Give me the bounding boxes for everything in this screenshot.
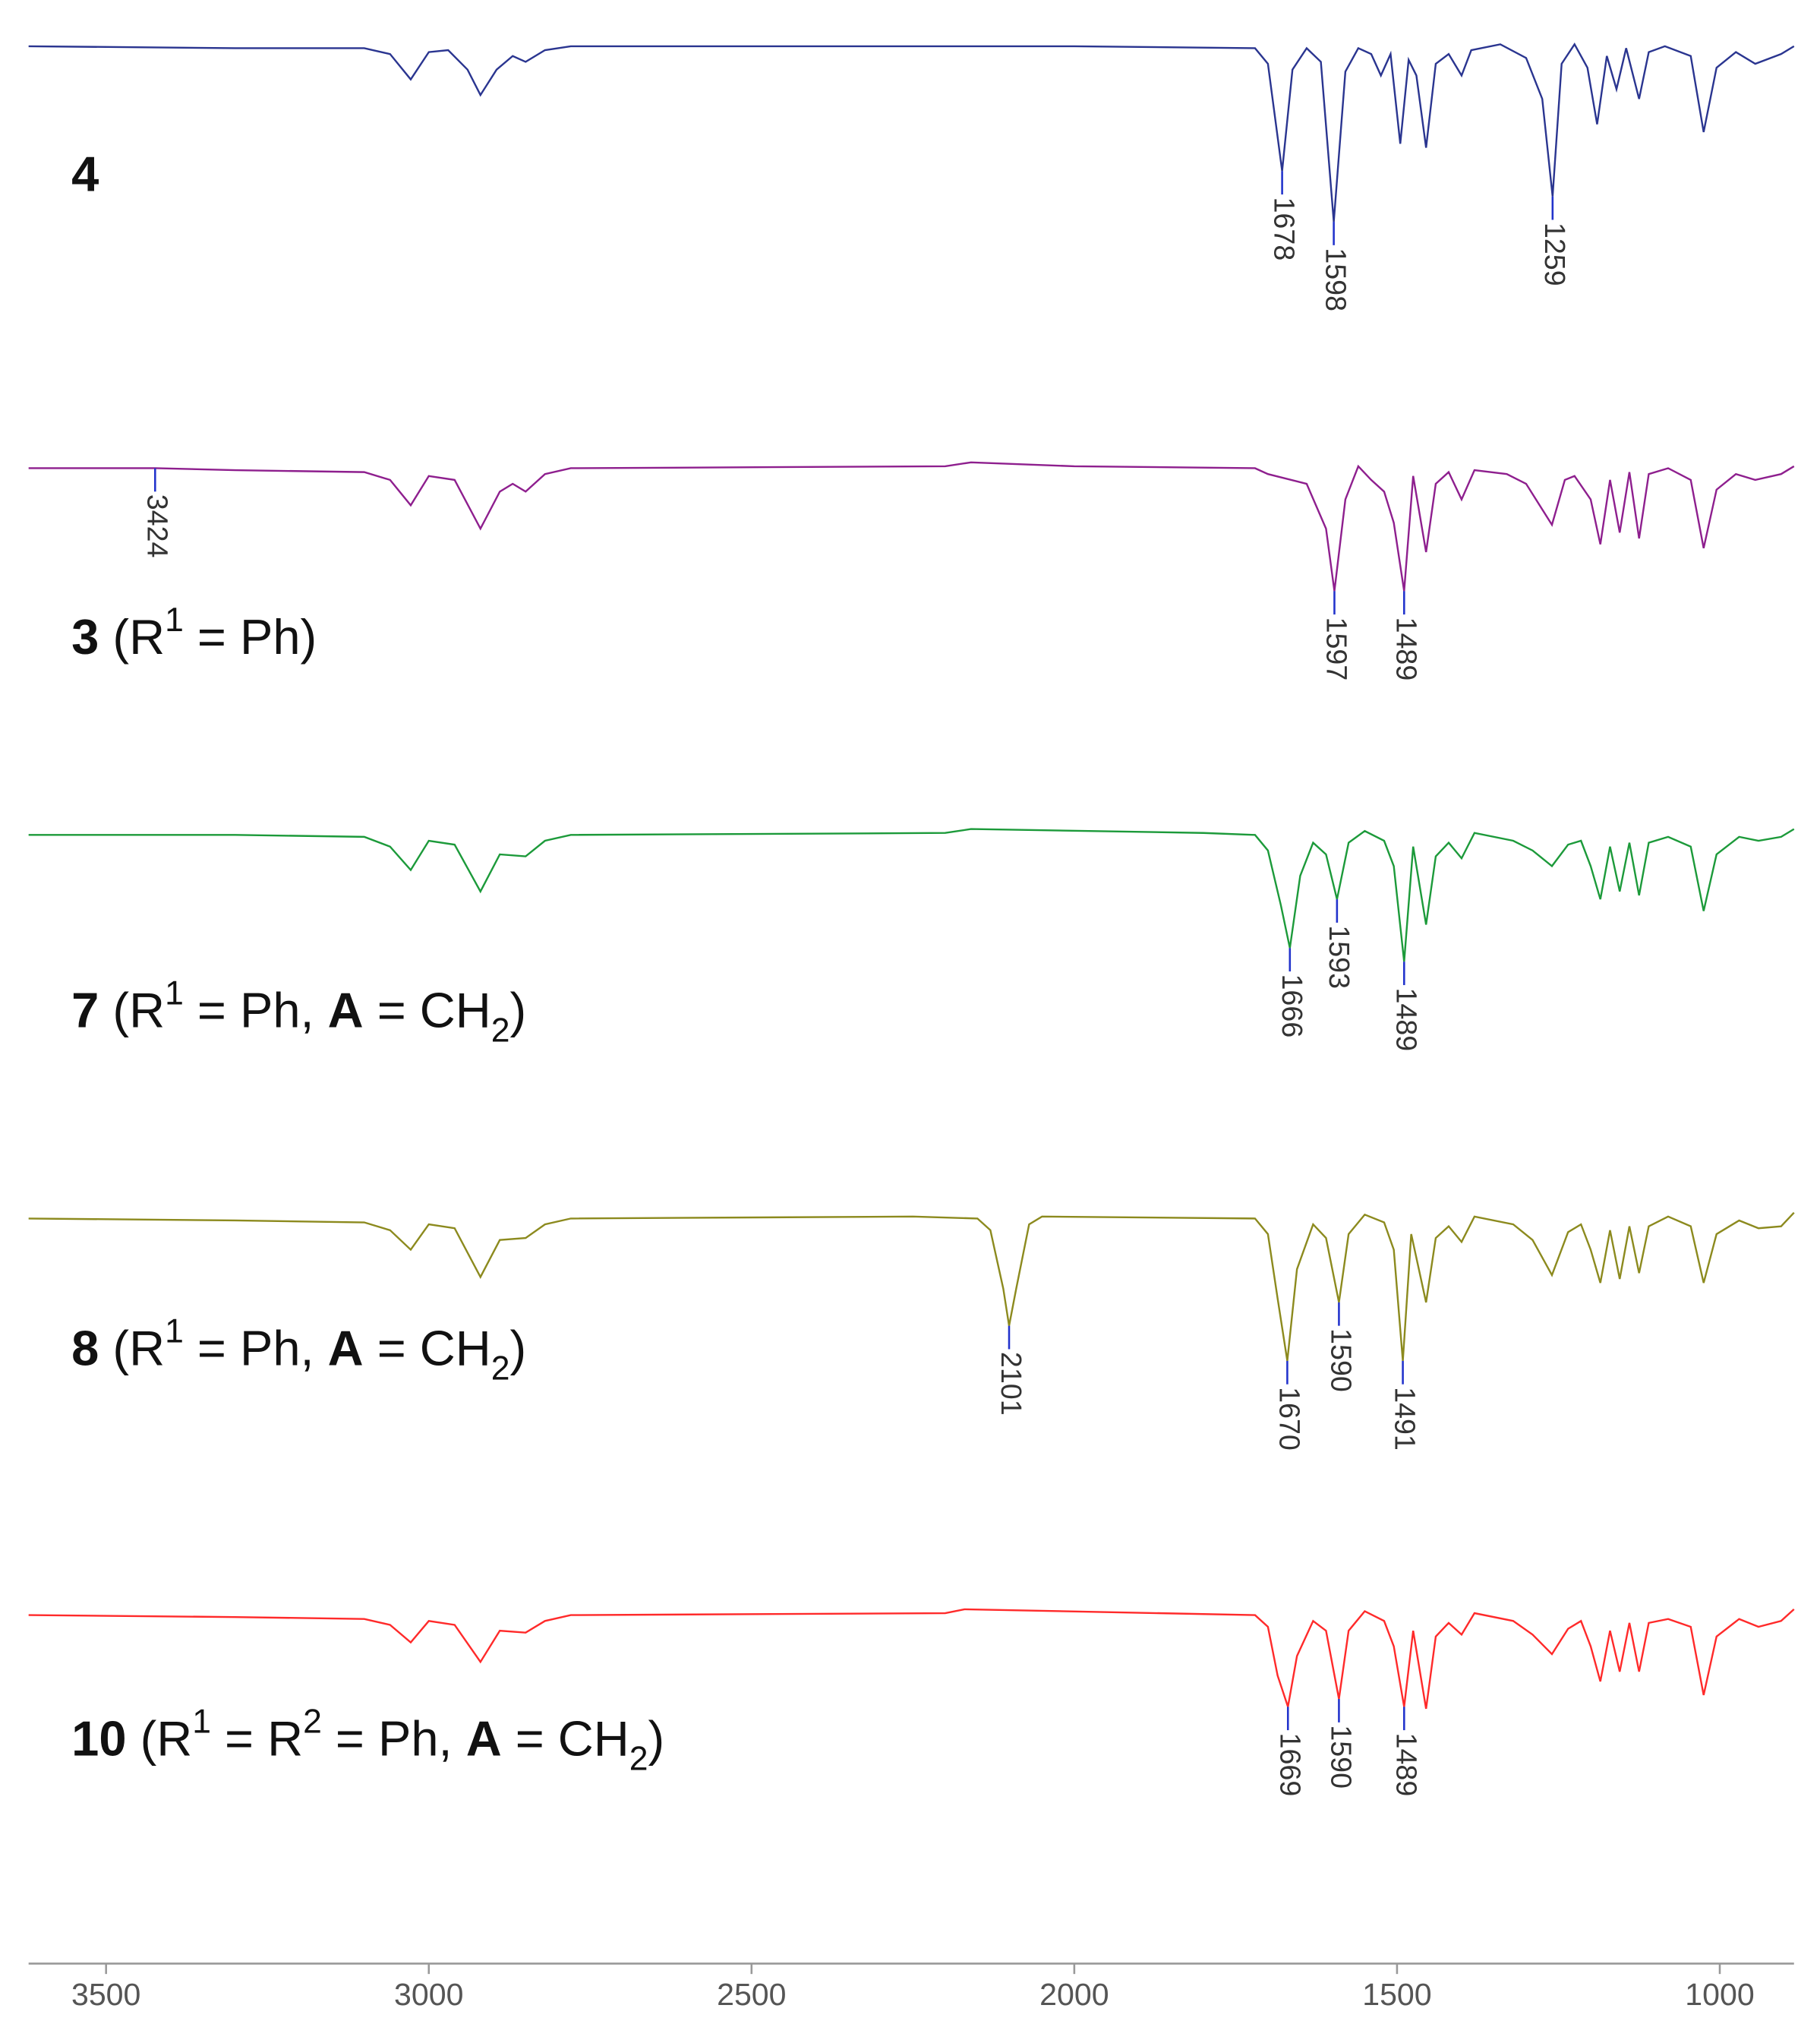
peak-label: 1598 [1320, 248, 1352, 311]
spectrum-line [28, 461, 1795, 592]
x-tick-label: 1000 [1685, 1977, 1754, 2012]
label-part: A [328, 1321, 364, 1376]
label-part: = CH [364, 983, 491, 1038]
peak-label: 1669 [1274, 1733, 1306, 1797]
x-tick-label: 3500 [71, 1977, 140, 2012]
label-part: 2 [491, 1350, 510, 1388]
peak-label: 1590 [1325, 1328, 1357, 1392]
label-part: 2 [629, 1741, 648, 1778]
label-part: ) [648, 1711, 665, 1767]
compound-label: 10 (R1 = R2 = Ph, A = CH2) [71, 1704, 664, 1778]
label-part: = Ph, [184, 983, 328, 1038]
label-part: 1 [165, 975, 184, 1012]
peak-label: 1590 [1325, 1725, 1357, 1789]
label-part: = Ph, [184, 1321, 328, 1376]
peak-label: 1259 [1539, 223, 1571, 286]
x-tick-label: 2000 [1039, 1977, 1109, 2012]
label-part: = Ph, [322, 1711, 466, 1767]
label-part: 7 [71, 983, 99, 1038]
peak-label: 1593 [1323, 925, 1355, 989]
label-part: 3 [71, 609, 99, 665]
label-part: A [466, 1711, 502, 1767]
peak-label: 3424 [141, 494, 173, 558]
label-part: = CH [364, 1321, 491, 1376]
label-part: ) [509, 983, 526, 1038]
label-part: 1 [192, 1704, 211, 1741]
label-part: 10 [71, 1711, 126, 1767]
spectrum-line [28, 43, 1795, 223]
label-part: 2 [491, 1012, 510, 1050]
label-part: = CH [502, 1711, 629, 1767]
label-part: = Ph) [184, 609, 317, 665]
peak-label: 2101 [995, 1352, 1027, 1416]
peak-label: 1670 [1273, 1387, 1305, 1451]
label-part: (R [99, 1321, 165, 1376]
label-part: 1 [165, 1313, 184, 1350]
x-tick-label: 3000 [394, 1977, 463, 2012]
label-part: 2 [303, 1704, 322, 1741]
label-part: (R [99, 983, 165, 1038]
compound-label: 8 (R1 = Ph, A = CH2) [71, 1313, 526, 1388]
compound-label: 3 (R1 = Ph) [71, 602, 317, 665]
x-tick-label: 2500 [717, 1977, 786, 2012]
peak-label: 1678 [1269, 197, 1301, 261]
label-part: 4 [71, 147, 99, 202]
peak-label: 1489 [1390, 1733, 1422, 1797]
label-part: = R [211, 1711, 303, 1767]
label-part: A [328, 983, 364, 1038]
label-part: (R [127, 1711, 193, 1767]
spectrum-line [28, 1608, 1795, 1710]
compound-label: 7 (R1 = Ph, A = CH2) [71, 975, 526, 1050]
x-tick-label: 1500 [1362, 1977, 1431, 2012]
label-part: 1 [165, 602, 184, 639]
peak-label: 1597 [1321, 617, 1353, 681]
label-part: 8 [71, 1321, 99, 1376]
spectrum-line [28, 828, 1795, 962]
peak-label: 1491 [1389, 1387, 1421, 1451]
compound-label: 4 [71, 147, 99, 202]
peak-label: 1489 [1390, 617, 1422, 681]
label-part: ) [509, 1321, 526, 1376]
peak-label: 1489 [1390, 987, 1422, 1051]
peak-label: 1666 [1276, 974, 1308, 1038]
label-part: (R [99, 609, 165, 665]
spectrum-line [28, 1211, 1795, 1362]
